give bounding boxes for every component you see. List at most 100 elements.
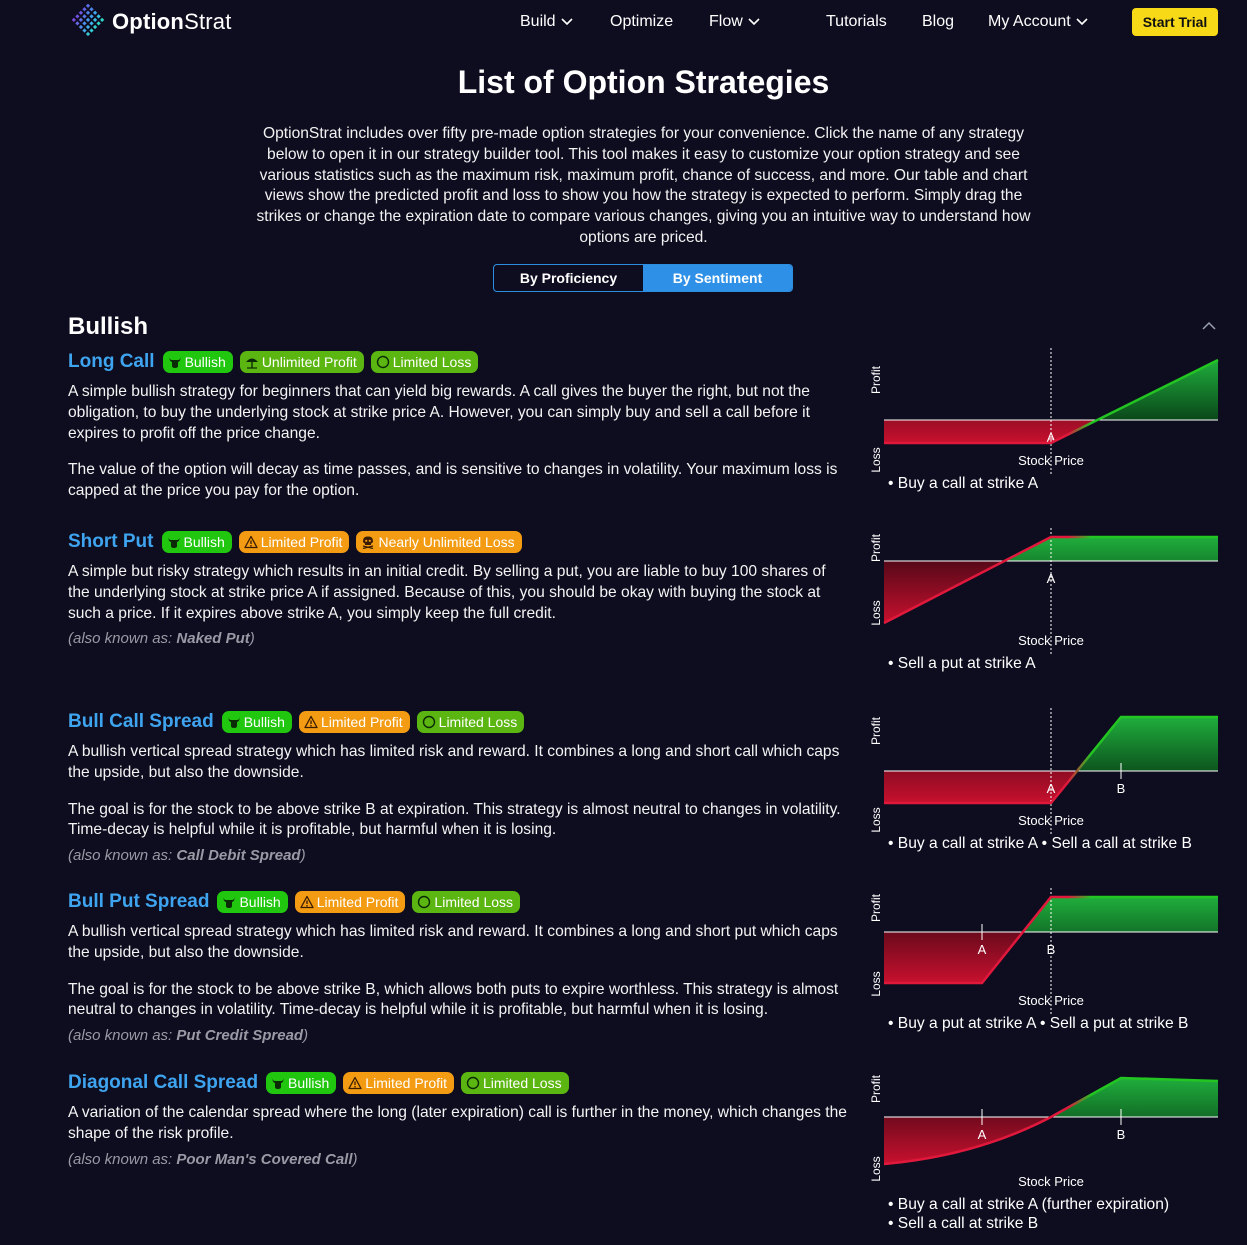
- strike-label: A: [1047, 430, 1056, 445]
- sentiment-badge: Nearly Unlimited Loss: [356, 531, 522, 553]
- leg-item: Sell a call at strike B: [1051, 835, 1192, 852]
- strike-label: B: [1117, 1127, 1126, 1142]
- strategy-name-link[interactable]: Bull Call Spread: [68, 711, 214, 732]
- page-title: List of Option Strategies: [457, 64, 830, 100]
- nav-blog-label: Blog: [922, 13, 955, 30]
- aka-name: Poor Man's Covered Call: [176, 1150, 353, 1168]
- section-title: Bullish: [68, 313, 149, 340]
- bull-icon: [271, 1076, 285, 1090]
- strategy-header: Short Put Bullish Limited Profit Nearly Unl…: [68, 530, 848, 554]
- aka-prefix: (also known as:: [68, 630, 177, 648]
- nav-my-account-label: My Account: [988, 13, 1071, 30]
- payoff-chart-svg: A B Profit Loss: [869, 708, 1218, 835]
- bull-icon: [227, 715, 241, 729]
- nav-blog[interactable]: Blog: [922, 13, 954, 31]
- payoff-chart-short-put: A Profit Loss Stock Price • Sell a put at st…: [866, 520, 1226, 695]
- badge-label: Limited Loss: [434, 894, 514, 910]
- loss-axis-label: Loss: [869, 1156, 883, 1181]
- payoff-chart-svg: A B Profit Loss: [869, 1074, 1219, 1182]
- strategy-description: The value of the option will decay as ti…: [68, 461, 838, 500]
- nav-optimize-label: Optimize: [610, 13, 674, 30]
- tab-by-proficiency[interactable]: By Proficiency: [519, 270, 618, 286]
- logo-wordmark: OptionStrat: [112, 9, 232, 34]
- badge-label: Limited Loss: [438, 714, 518, 730]
- intro-text: OptionStrat includes over fifty pre-made…: [256, 125, 1031, 246]
- strategy-description: A bullish vertical spread strategy which…: [68, 743, 840, 781]
- x-axis-label: Stock Price: [1018, 993, 1084, 1008]
- payoff-line: [884, 715, 1218, 805]
- nav-my-account[interactable]: My Account: [988, 13, 1088, 31]
- profit-area: [884, 1078, 1218, 1117]
- strategy-description: A simple bullish strategy for beginners …: [68, 383, 810, 442]
- aka-prefix: (also known as:: [68, 847, 177, 865]
- leg-item: Buy a put at strike A: [897, 1015, 1036, 1032]
- nav-flow[interactable]: Flow: [709, 13, 760, 31]
- beach-umbrella-icon: [245, 355, 259, 369]
- strategy-legs: • Sell a put at strike A: [888, 655, 1036, 672]
- sentiment-badge: Bullish: [266, 1072, 337, 1094]
- sentiment-badge: Bullish: [161, 531, 232, 553]
- optionstrat-logo[interactable]: OptionStrat: [70, 4, 232, 40]
- chevron-up-icon[interactable]: [1201, 321, 1217, 331]
- profit-axis-label: Profit: [869, 365, 883, 394]
- profit-axis-label: Profit: [869, 716, 883, 745]
- sentiment-badge: Limited Loss: [412, 891, 521, 913]
- aka-name: Naked Put: [176, 630, 250, 648]
- sentiment-badge: Bullish: [162, 351, 233, 373]
- sentiment-badge: Limited Profit: [298, 711, 410, 733]
- sentiment-badge: Limited Loss: [461, 1072, 569, 1094]
- leg-item: Sell a call at strike B: [897, 1215, 1039, 1232]
- start-trial-button[interactable]: Start Trial: [1132, 8, 1218, 36]
- bull-icon: [167, 535, 181, 549]
- nav-optimize[interactable]: Optimize: [610, 13, 673, 31]
- skull-icon: [361, 535, 375, 549]
- nav-tutorials[interactable]: Tutorials: [826, 13, 887, 31]
- strategy-name-link[interactable]: Bull Put Spread: [68, 891, 210, 912]
- strike-label: A: [1047, 571, 1056, 586]
- aka-prefix: (also known as:: [68, 1150, 177, 1168]
- warning-icon: [300, 895, 314, 909]
- warning-icon: [244, 535, 258, 549]
- badge-label: Bullish: [183, 534, 225, 550]
- leg-item: Buy a call at strike A (further expirati…: [897, 1196, 1170, 1213]
- view-toggle: By Proficiency By Sentiment: [493, 264, 793, 292]
- strategy-description: The goal is for the stock to be above st…: [68, 800, 841, 839]
- x-axis-label: Stock Price: [1018, 813, 1084, 828]
- strategy-legs: • Buy a call at strike A: [888, 475, 1039, 492]
- circle-icon: [376, 355, 390, 369]
- payoff-line: [883, 1076, 1219, 1166]
- also-known-as: (also known as: Poor Man's Covered Call): [68, 1150, 358, 1168]
- sentiment-badge: Limited Profit: [343, 1072, 454, 1094]
- chevron-down-icon: [748, 18, 760, 26]
- payoff-chart-bull-put-spread: A B Profit Loss Stock Price • Buy a put at st…: [866, 880, 1226, 1055]
- strategy-name-link[interactable]: Long Call: [68, 351, 155, 372]
- strike-label: B: [1047, 942, 1056, 957]
- loss-area: [884, 420, 1218, 443]
- badge-label: Limited Profit: [320, 714, 403, 730]
- sentiment-badge: Bullish: [217, 891, 288, 913]
- payoff-line: [884, 895, 1218, 985]
- loss-axis-label: Loss: [869, 600, 883, 625]
- strategy-header: Bull Call Spread Bullish Limited Profit Lim…: [68, 710, 848, 734]
- also-known-as: (also known as: Put Credit Spread): [68, 1027, 309, 1045]
- sentiment-badge: Limited Loss: [370, 351, 479, 373]
- nav-build[interactable]: Build: [520, 13, 573, 31]
- chevron-down-icon: [561, 18, 573, 26]
- loss-area: [884, 932, 1218, 983]
- payoff-chart-bull-call-spread: A B Profit Loss Stock Price • Buy a call at s…: [866, 700, 1226, 875]
- tab-by-sentiment[interactable]: By Sentiment: [643, 265, 792, 291]
- badge-label: Bullish: [243, 714, 285, 730]
- leg-item: Sell a put at strike B: [1049, 1015, 1189, 1032]
- sentiment-badge: Limited Profit: [238, 531, 350, 553]
- warning-icon: [348, 1076, 362, 1090]
- leg-item: Sell a put at strike A: [897, 655, 1036, 672]
- strategy-description: The goal is for the stock to be above st…: [68, 980, 839, 1019]
- leg-item: Buy a call at strike A: [897, 475, 1039, 492]
- strategy-name-link[interactable]: Diagonal Call Spread: [68, 1072, 259, 1093]
- strategy-name-link[interactable]: Short Put: [68, 531, 154, 552]
- badge-label: Limited Loss: [392, 354, 472, 370]
- top-navigation: OptionStrat Build Optimize Flow Tutorial…: [0, 0, 1247, 46]
- sentiment-badge: Bullish: [221, 711, 292, 733]
- also-known-as: (also known as: Call Debit Spread): [68, 847, 306, 865]
- sentiment-badge: Unlimited Profit: [239, 351, 364, 373]
